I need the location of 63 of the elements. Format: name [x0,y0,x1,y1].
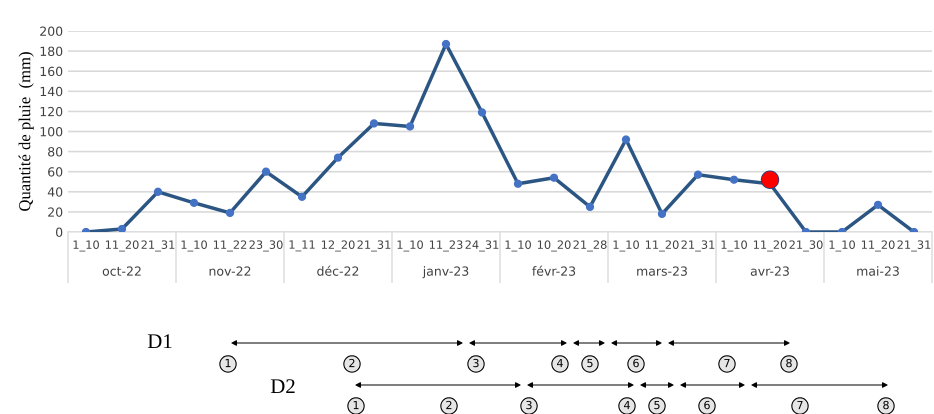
text: D2 [270,379,295,394]
x-tick-label: 1_10 [74,240,99,252]
text: 7 [724,358,730,368]
x-tick-label: 21_31 [357,240,390,252]
x-tick-label: 1_10 [398,240,423,252]
x-tick-label: 11_20 [862,240,895,252]
x-tick-label: 11_22 [214,240,246,252]
x-tick-label: 1_10 [722,240,747,252]
y-tick-label: 40 [48,187,62,197]
text: oct-22 [102,266,141,276]
y-tick-label: 0 [56,227,62,237]
x-tick-label: 24_31 [465,240,498,252]
x-tick-label: 23_30 [249,240,283,252]
text: 1 [226,358,231,368]
y-tick-label: 80 [48,147,62,157]
text: 8 [786,358,792,368]
text: 4 [624,400,630,410]
text: 3 [473,358,479,368]
x-tick-label: 1_10 [614,240,639,252]
point [760,170,780,189]
text: 2 [446,400,452,410]
text: nov-22 [210,266,250,276]
x-tick-label: 1_10 [182,240,207,252]
text: mars-23 [637,266,687,276]
y-tick-label: 120 [40,106,62,116]
text: 3 [526,400,532,410]
y-tick-label: 140 [40,86,62,96]
x-tick-label: 11_20 [106,240,139,252]
y-tick-label: 180 [40,46,62,56]
x-tick-label: 1_10 [506,240,531,252]
x-tick-label: 10_20 [538,240,571,252]
text: 5 [587,358,593,368]
text: mai-23 [857,266,899,276]
y-tick-label: 200 [40,26,62,36]
text: 1 [354,400,359,410]
text: 2 [349,358,354,368]
text: déc-22 [317,266,358,276]
y-tick-label: 20 [48,207,62,217]
x-tick-label: 11_23 [430,240,462,252]
text: 8 [883,400,889,410]
x-tick-label: 21_31 [897,240,930,252]
y-tick-label: 100 [40,126,62,136]
text: D1 [148,334,172,348]
x-tick-label: 21_30 [789,240,823,252]
x-tick-label: 11_20 [646,240,679,252]
text: févr-23 [532,266,576,276]
text: 6 [633,358,639,368]
x-tick-label: 1_10 [830,240,855,252]
y-tick-label: 60 [48,167,62,177]
text: janv-23 [422,266,468,278]
x-tick-label: 21_31 [681,240,714,252]
text: 4 [557,358,563,368]
text: avr-23 [750,266,789,276]
text: 5 [654,400,660,410]
y-tick-label: 160 [40,66,62,76]
x-tick-label: 1_11 [290,240,315,252]
text: 6 [704,400,710,410]
x-tick-label: 21_31 [141,240,174,252]
x-tick-label: 12_20 [322,240,355,252]
text: 7 [797,400,803,410]
x-tick-label: 21_28 [573,240,607,252]
x-tick-label: 11_20 [754,240,787,252]
y-axis-title: Quantité de pluie (mm) [18,52,34,211]
